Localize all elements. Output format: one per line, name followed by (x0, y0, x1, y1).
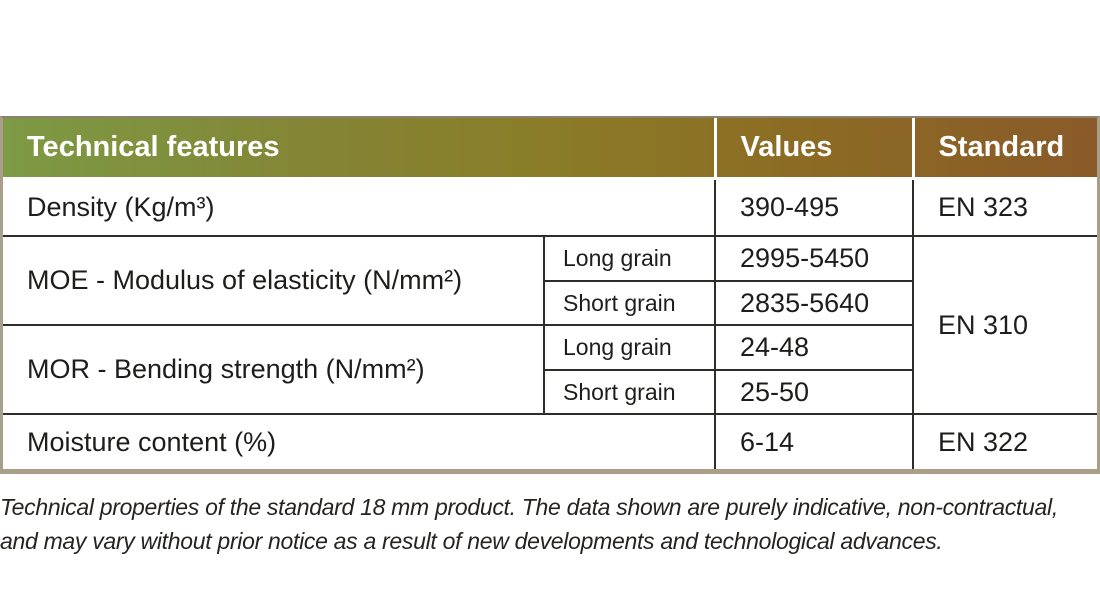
density-label: Density (Kg/m³) (3, 178, 717, 237)
mor-long-grain-label: Long grain (542, 324, 717, 371)
table-caption: Technical properties of the standard 18 … (0, 490, 1100, 558)
header-cell-technical-features: Technical features (3, 118, 716, 180)
table-row-density: Density (Kg/m³) 390-495 EN 323 (3, 178, 1098, 237)
mor-label: MOR - Bending strength (N/mm²) (3, 324, 545, 415)
moe-long-grain-label: Long grain (542, 235, 717, 282)
mor-short-grain-label: Short grain (544, 369, 717, 415)
caption-line-2: and may vary without prior notice as a r… (0, 528, 943, 554)
technical-features-table-frame: Technical features Values Standard Densi… (0, 116, 1100, 474)
mor-short-grain-value: 25-50 (714, 369, 915, 415)
table-row-moisture: Moisture content (%) 6-14 EN 322 (3, 413, 1098, 469)
table-row-moe-long-grain: MOE - Modulus of elasticity (N/mm²) Long… (3, 235, 1098, 415)
moisture-value: 6-14 (714, 413, 915, 469)
mor-long-grain-value: 24-48 (714, 324, 915, 371)
density-value: 390-495 (714, 178, 915, 237)
caption-line-1: Technical properties of the standard 18 … (0, 494, 1058, 520)
moe-label: MOE - Modulus of elasticity (N/mm²) (3, 235, 545, 326)
moe-short-grain-label: Short grain (544, 280, 717, 326)
table-row-mor-short-grain: Short grain 25-50 (3, 369, 1097, 415)
technical-features-table: Technical features Values Standard Densi… (3, 118, 1098, 469)
density-standard: EN 323 (912, 178, 1098, 237)
moe-long-grain-value: 2995-5450 (714, 235, 915, 282)
moe-short-grain-value: 2835-5640 (714, 280, 915, 326)
bending-tests-standard: EN 310 (912, 235, 1098, 415)
header-cell-values: Values (713, 118, 914, 180)
table-row-mor-long-grain: MOR - Bending strength (N/mm²) Long grai… (3, 324, 1097, 415)
moisture-standard: EN 322 (912, 413, 1098, 469)
header-row: Technical features Values Standard (3, 118, 1098, 180)
header-cell-standard: Standard (911, 118, 1098, 180)
table-row-moe-short-grain: Short grain 2835-5640 (3, 280, 1097, 326)
moisture-label: Moisture content (%) (3, 413, 717, 469)
